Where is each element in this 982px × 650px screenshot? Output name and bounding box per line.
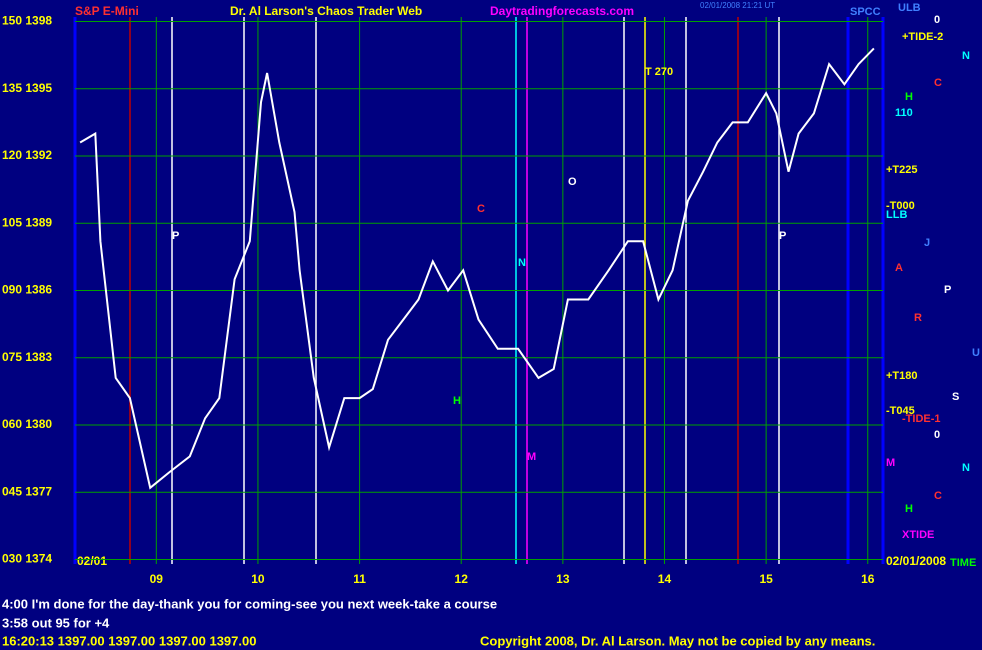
annotation: H bbox=[905, 503, 913, 515]
y-tick-label: 090 1386 bbox=[2, 283, 52, 297]
site: Daytradingforecasts.com bbox=[490, 4, 634, 18]
annotation: +TIDE-2 bbox=[902, 31, 943, 43]
date-right: 02/01/2008 bbox=[886, 554, 946, 568]
x-tick-label: 10 bbox=[251, 572, 265, 586]
x-tick-label: 09 bbox=[150, 572, 164, 586]
annotation: M bbox=[886, 457, 895, 469]
x-tick-label: 12 bbox=[455, 572, 469, 586]
annotation: P bbox=[779, 230, 786, 242]
annotation: H bbox=[905, 91, 913, 103]
annotation: 110 bbox=[895, 107, 913, 119]
annotation: R bbox=[914, 312, 922, 324]
annotation: S bbox=[952, 391, 959, 403]
annotation: SPCC bbox=[850, 6, 881, 18]
x-tick-label: 14 bbox=[658, 572, 672, 586]
symbol: S&P E-Mini bbox=[75, 4, 139, 18]
y-tick-label: 135 1395 bbox=[2, 81, 52, 95]
annotation: N bbox=[962, 50, 970, 62]
x-tick-label: 16 bbox=[861, 572, 875, 586]
annotation: T 270 bbox=[645, 66, 673, 78]
annotation: N bbox=[518, 257, 526, 269]
annotation: C bbox=[477, 203, 485, 215]
annotation: TIME bbox=[950, 557, 976, 569]
annotation: H bbox=[453, 395, 461, 407]
x-tick-label: 11 bbox=[353, 572, 366, 586]
y-tick-label: 105 1389 bbox=[2, 215, 52, 229]
y-tick-label: 120 1392 bbox=[2, 148, 52, 162]
date-left: 02/01 bbox=[77, 554, 107, 568]
annotation: P bbox=[944, 284, 951, 296]
annotation: A bbox=[895, 262, 903, 274]
y-tick-label: 060 1380 bbox=[2, 417, 52, 431]
annotation: -T045 bbox=[886, 405, 915, 417]
annotation: ULB bbox=[898, 2, 921, 14]
annotation: 0 bbox=[934, 14, 940, 26]
annotation: -T000 bbox=[886, 200, 915, 212]
annotation: M bbox=[527, 451, 536, 463]
y-tick-label: 045 1377 bbox=[2, 484, 52, 498]
annotation: 0 bbox=[934, 429, 940, 441]
annotation: N bbox=[962, 462, 970, 474]
annotation: U bbox=[972, 347, 980, 359]
annotation: C bbox=[934, 490, 942, 502]
x-tick-label: 13 bbox=[556, 572, 570, 586]
x-tick-label: 15 bbox=[759, 572, 773, 586]
y-tick-label: 075 1383 bbox=[2, 350, 52, 364]
quote: 16:20:13 1397.00 1397.00 1397.00 1397.00 bbox=[2, 633, 256, 648]
annotation: P bbox=[172, 230, 179, 242]
y-tick-label: 030 1374 bbox=[2, 552, 52, 566]
annotation: C bbox=[934, 77, 942, 89]
timestamp: 02/01/2008 21:21 UT bbox=[700, 1, 775, 10]
y-tick-label: 150 1398 bbox=[2, 14, 52, 28]
price-line bbox=[79, 47, 875, 490]
chart-title: Dr. Al Larson's Chaos Trader Web bbox=[230, 4, 422, 18]
copyright: Copyright 2008, Dr. Al Larson. May not b… bbox=[480, 633, 875, 648]
message: 3:58 out 95 for +4 bbox=[2, 615, 110, 630]
annotation: LLB bbox=[886, 209, 907, 221]
annotation: O bbox=[568, 176, 577, 188]
annotation: XTIDE bbox=[902, 529, 934, 541]
message: 4:00 I'm done for the day-thank you for … bbox=[2, 596, 497, 611]
annotation: +T180 bbox=[886, 370, 918, 382]
annotation: J bbox=[924, 237, 930, 249]
annotation: +T225 bbox=[886, 164, 918, 176]
annotation: -TIDE-1 bbox=[902, 413, 941, 425]
